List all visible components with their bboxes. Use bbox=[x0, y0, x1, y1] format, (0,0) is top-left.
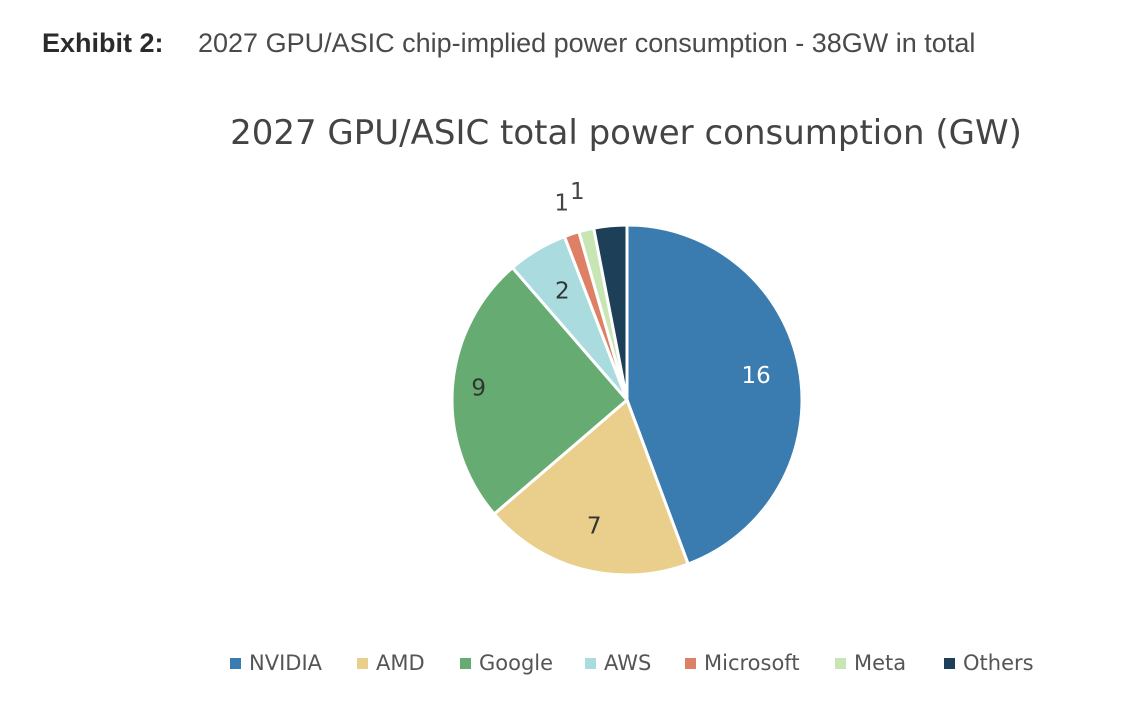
legend-swatch bbox=[685, 658, 696, 669]
pie-slice-amd bbox=[492, 397, 691, 577]
legend-swatch bbox=[230, 658, 241, 669]
legend-label: Others bbox=[963, 651, 1034, 675]
legend-swatch bbox=[585, 658, 596, 669]
exhibit-label: Exhibit 2: bbox=[42, 28, 164, 58]
legend-item-microsoft: Microsoft bbox=[685, 651, 800, 675]
data-label-nvidia: 16 bbox=[742, 363, 771, 389]
legend-swatch bbox=[835, 658, 846, 669]
pie-data-labels: 16 7 9 2 1 1 bbox=[471, 179, 770, 540]
legend-item-google: Google bbox=[460, 651, 553, 675]
data-label-google: 9 bbox=[471, 376, 486, 402]
exhibit-text: 2027 GPU/ASIC chip-implied power consump… bbox=[198, 28, 976, 58]
legend-label: Google bbox=[479, 651, 553, 675]
data-label-microsoft: 1 bbox=[554, 191, 569, 217]
legend-label: AMD bbox=[376, 651, 425, 675]
legend-label: AWS bbox=[604, 651, 651, 675]
legend: NVIDIA AMD Google AWS Microsoft Meta Others bbox=[230, 651, 1034, 675]
legend-label: NVIDIA bbox=[249, 651, 323, 675]
data-label-aws: 2 bbox=[555, 278, 570, 304]
legend-item-aws: AWS bbox=[585, 651, 651, 675]
legend-item-nvidia: NVIDIA bbox=[230, 651, 323, 675]
chart-title: 2027 GPU/ASIC total power consumption (G… bbox=[230, 113, 1022, 153]
data-label-meta: 1 bbox=[570, 179, 585, 205]
pie-slice-nvidia bbox=[625, 223, 804, 566]
pie-slices bbox=[450, 223, 804, 577]
legend-label: Microsoft bbox=[704, 651, 800, 675]
legend-item-meta: Meta bbox=[835, 651, 906, 675]
pie-slice-google bbox=[450, 265, 630, 517]
data-label-amd: 7 bbox=[587, 514, 602, 540]
legend-label: Meta bbox=[854, 651, 906, 675]
legend-swatch bbox=[357, 658, 368, 669]
legend-item-amd: AMD bbox=[357, 651, 425, 675]
legend-item-others: Others bbox=[944, 651, 1034, 675]
legend-swatch bbox=[944, 658, 955, 669]
pie-slice-others bbox=[591, 223, 629, 401]
legend-swatch bbox=[460, 658, 471, 669]
exhibit-header: Exhibit 2: 2027 GPU/ASIC chip-implied pow… bbox=[42, 28, 975, 59]
